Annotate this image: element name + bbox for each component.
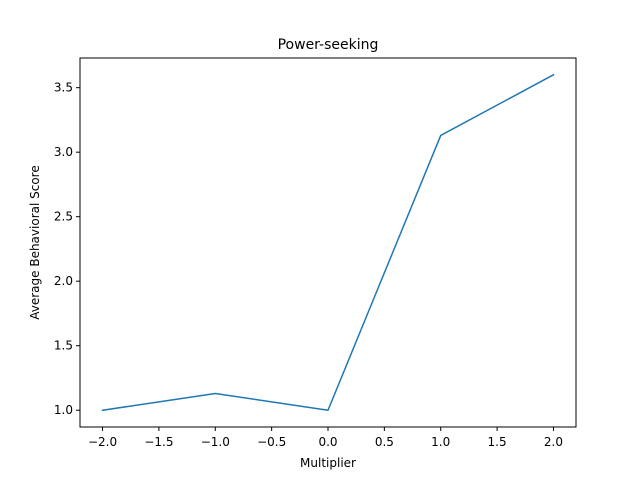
y-tick-label: 2.5	[54, 210, 73, 224]
y-tick-label: 3.0	[54, 145, 73, 159]
plot-area: −2.0 −1.5 −1.0 −0.5 0.0 0.5 1.0 1.5 2.0 1.0 1.5 2.…	[54, 57, 577, 449]
y-tick-label: 2.0	[54, 274, 73, 288]
x-tick-label: −2.0	[88, 435, 117, 449]
series-line-0	[101, 73, 555, 412]
x-tick-label: 1.5	[488, 435, 507, 449]
y-tick-label: 3.5	[54, 81, 73, 95]
y-axis-label: Average Behavioral Score	[28, 165, 42, 320]
x-tick-label: 1.0	[431, 435, 450, 449]
y-tick-label: 1.5	[54, 339, 73, 353]
x-tick-label: −0.5	[257, 435, 286, 449]
x-axis-label: Multiplier	[300, 456, 356, 470]
chart-title: Power-seeking	[278, 37, 379, 53]
y-tick-label: 1.0	[54, 403, 73, 417]
axes-frame	[79, 57, 577, 428]
x-tick-label: 2.0	[544, 435, 563, 449]
x-tick-label: −1.0	[201, 435, 230, 449]
x-tick-label: 0.0	[318, 435, 337, 449]
x-tick-label: −1.5	[144, 435, 173, 449]
x-tick-label: 0.5	[375, 435, 394, 449]
y-axis: 1.0 1.5 2.0 2.5 3.0 3.5	[54, 81, 80, 417]
x-axis: −2.0 −1.5 −1.0 −0.5 0.0 0.5 1.0 1.5 2.0	[88, 427, 563, 449]
series-layer	[101, 73, 555, 412]
